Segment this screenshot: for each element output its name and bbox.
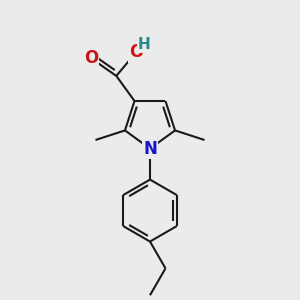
Text: N: N [143, 140, 157, 158]
Text: O: O [84, 49, 98, 67]
Text: O: O [129, 43, 143, 61]
Text: H: H [138, 37, 151, 52]
